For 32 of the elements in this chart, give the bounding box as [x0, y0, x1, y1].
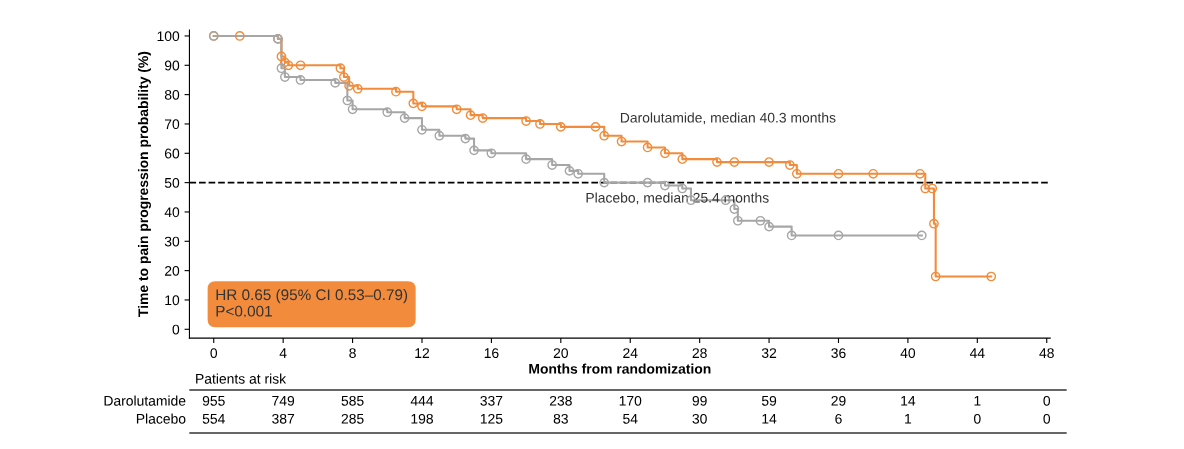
y-tick-label: 50: [164, 177, 180, 188]
y-tick-label: 30: [164, 236, 180, 247]
y-tick-label: 70: [164, 119, 180, 130]
x-tick-label: 28: [692, 348, 707, 359]
y-tick-label: 100: [157, 31, 180, 42]
x-tick-label: 12: [415, 348, 430, 358]
series-label: Placebo, median 25.4 months: [586, 192, 769, 205]
x-axis-title: Months from randomization: [529, 363, 711, 374]
y-tick-label: 20: [164, 265, 180, 276]
x-tick-label: 48: [1039, 348, 1054, 359]
x-tick-label: 44: [969, 348, 985, 358]
x-tick-label: 36: [831, 348, 846, 359]
x-tick-label: 40: [900, 348, 916, 359]
text: Placebo 554 387 285 198 125 83 54 30 14 6 1 0 0: [136, 413, 1051, 424]
text: Patients at risk: [196, 373, 287, 384]
y-tick-label: 90: [164, 60, 180, 71]
series-label: Darolutamide, median 40.3 months: [620, 112, 836, 125]
text: Darolutamide 955 749 585 444 337 238 170 99 59 29 14 1 0: [104, 395, 1051, 406]
y-axis-title: Time to pain progression probability (%): [137, 51, 151, 317]
y-tick-label: 60: [164, 148, 180, 159]
y-tick-label: 80: [164, 89, 180, 100]
x-tick-label: 0: [210, 348, 218, 359]
y-tick-label: 40: [164, 207, 180, 218]
annotation: HR 0.65 (95% CI 0.53–0.79) P<0.001: [216, 288, 408, 317]
x-tick-label: 8: [349, 348, 356, 359]
x-tick-label: 4: [279, 348, 287, 358]
x-tick-label: 24: [623, 348, 638, 358]
y-tick-label: 0: [172, 324, 180, 335]
x-tick-label: 20: [553, 348, 568, 359]
y-tick-label: 10: [165, 295, 180, 306]
x-tick-label: 16: [484, 348, 499, 359]
x-tick-label: 32: [761, 348, 777, 359]
